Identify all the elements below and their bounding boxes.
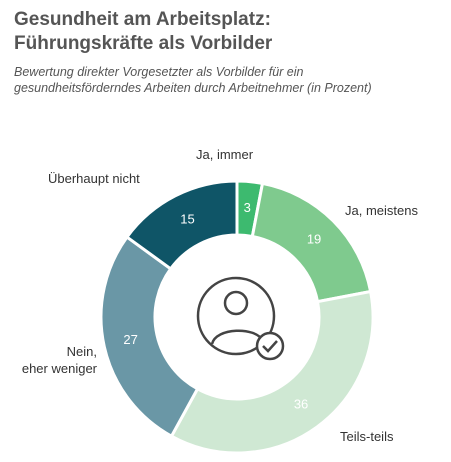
value-label: 36	[294, 397, 308, 412]
value-label: 3	[244, 200, 251, 215]
chart-subtitle: Bewertung direkter Vorgesetzter als Vorb…	[14, 65, 372, 95]
category-label: Nein, eher weniger	[21, 344, 97, 376]
donut-segment	[124, 179, 239, 271]
value-label: 19	[307, 231, 321, 246]
category-label: Ja, meistens	[345, 203, 418, 218]
chart-title: Gesundheit am Arbeitsplatz: Führungskräf…	[14, 9, 273, 54]
category-label: Überhaupt nicht	[48, 171, 140, 186]
donut-segment	[99, 234, 200, 439]
value-label: 27	[123, 332, 137, 347]
value-label: 15	[180, 211, 194, 226]
donut-segment	[169, 289, 375, 455]
category-label: Teils-teils	[340, 429, 394, 444]
center-icon	[196, 276, 285, 361]
category-label: Ja, immer	[196, 147, 254, 162]
